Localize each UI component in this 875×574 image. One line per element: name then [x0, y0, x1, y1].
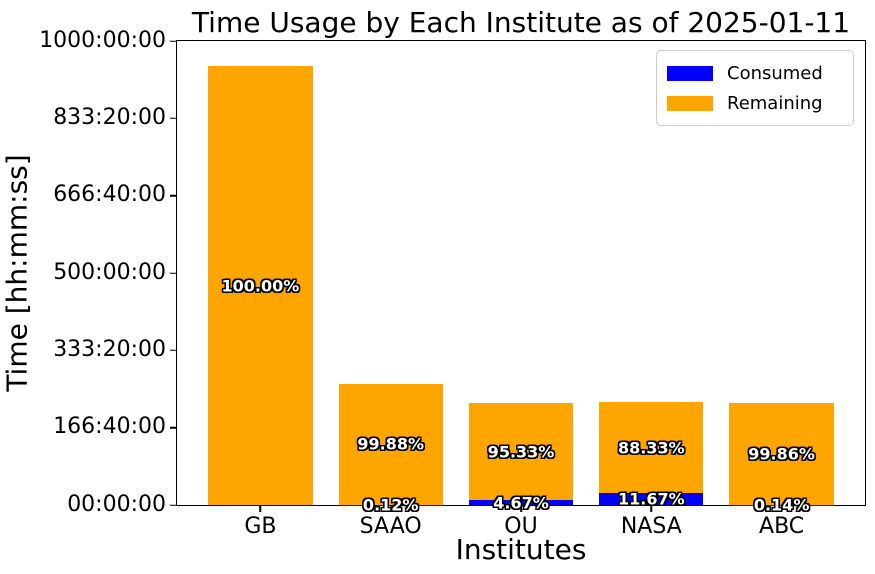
y-tick-mark — [170, 40, 177, 42]
bar-segment-remaining-OU — [468, 402, 574, 501]
legend-entry-consumed: Consumed — [667, 58, 843, 88]
bar-label-consumed-OU: 4.67% — [493, 493, 549, 513]
x-axis-label: Institutes — [455, 533, 587, 566]
x-tick-mark — [389, 505, 392, 512]
y-axis-label: Time [hh:mm:ss] — [0, 154, 34, 392]
chart-title: Time Usage by Each Institute as of 2025-… — [191, 6, 851, 39]
remaining-swatch-icon — [667, 95, 713, 111]
x-tick-label: NASA — [620, 514, 682, 539]
bar-label-remaining-ABC: 99.86% — [748, 444, 815, 464]
x-tick-label: ABC — [759, 514, 805, 539]
y-tick-label: 666:40:00 — [53, 182, 166, 208]
bar-label-remaining-SAAO: 99.88% — [357, 434, 425, 454]
x-tick-mark — [650, 505, 653, 512]
bar-segment-consumed-OU — [468, 500, 574, 505]
x-tick-mark — [259, 505, 262, 512]
bar-label-remaining-GB: 100.00% — [221, 276, 300, 296]
x-tick-label: OU — [504, 514, 538, 539]
y-tick-mark — [170, 504, 177, 506]
bar-segment-remaining-GB — [208, 66, 313, 505]
legend: Consumed Remaining — [656, 50, 854, 126]
y-tick-label: 00:00:00 — [67, 491, 166, 517]
y-tick-mark — [170, 272, 177, 274]
x-tick-label: GB — [244, 514, 277, 539]
bar-label-remaining-OU: 95.33% — [487, 442, 555, 462]
bar-label-remaining-NASA: 88.33% — [617, 438, 685, 457]
y-tick-mark — [170, 349, 177, 352]
bar-segment-remaining-ABC — [729, 402, 834, 505]
y-tick-label: 1000:00:00 — [39, 27, 166, 53]
x-tick-label: SAAO — [359, 514, 422, 539]
legend-consumed-label: Consumed — [727, 62, 823, 84]
bar-label-consumed-SAAO: 0.12% — [362, 495, 419, 515]
bar-segment-remaining-NASA — [599, 402, 704, 493]
y-tick-label: 500:00:00 — [53, 259, 166, 285]
bar-label-consumed-NASA: 11.67% — [617, 489, 685, 509]
bar-label-consumed-ABC: 0.14% — [753, 495, 810, 515]
bar-segment-remaining-SAAO — [338, 383, 443, 505]
y-tick-mark — [170, 117, 177, 120]
x-tick-mark — [780, 505, 783, 512]
consumed-swatch-icon — [667, 65, 713, 81]
y-tick-label: 833:20:00 — [53, 105, 166, 131]
y-tick-mark — [170, 426, 177, 429]
y-tick-label: 166:40:00 — [53, 414, 166, 440]
y-tick-mark — [170, 194, 177, 197]
legend-remaining-label: Remaining — [727, 92, 823, 114]
bar-segment-consumed-NASA — [599, 492, 704, 505]
y-tick-label: 333:20:00 — [53, 337, 166, 363]
x-tick-mark — [520, 505, 522, 512]
legend-entry-remaining: Remaining — [667, 88, 843, 118]
